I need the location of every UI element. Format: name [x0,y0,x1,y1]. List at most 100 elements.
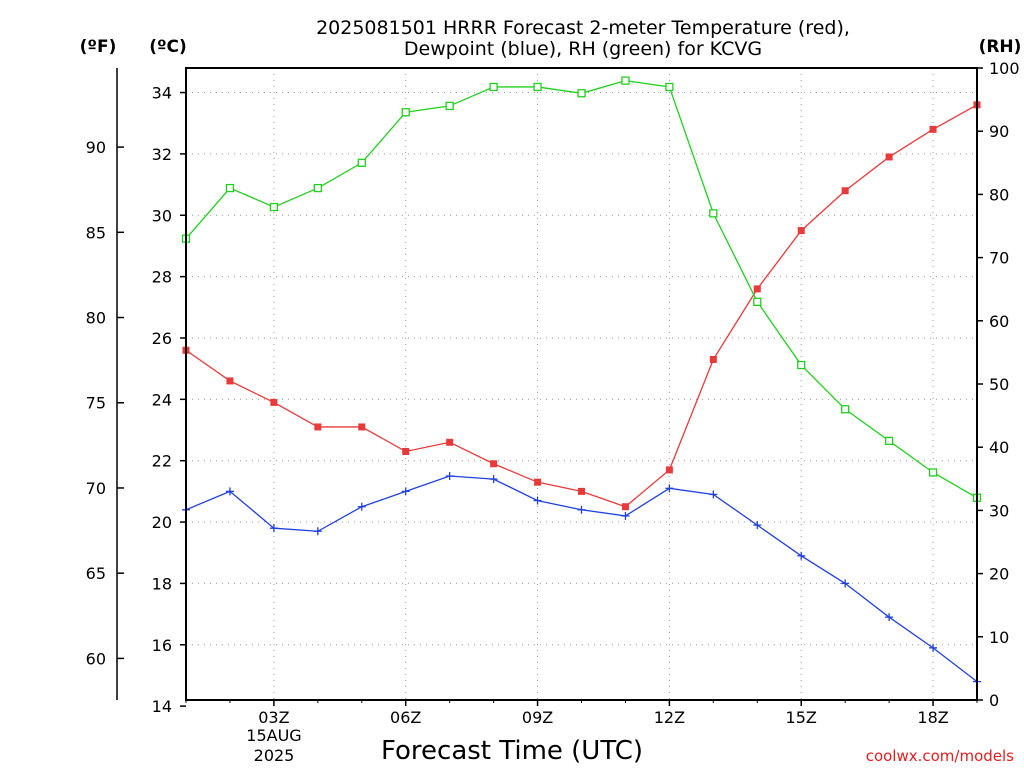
rh-tick-label: 60 [989,312,1009,331]
fahrenheit-tick-label: 75 [86,394,106,413]
rh-tick-label: 80 [989,185,1009,204]
celsius-tick-label: 26 [152,329,172,348]
date-label-day: 15AUG [246,726,301,745]
dewpoint-point [841,579,850,588]
rh-tick-label: 0 [989,691,999,710]
x-tick-label: 12Z [654,708,685,727]
fahrenheit-tick-label: 90 [86,138,106,157]
dewpoint-point [885,613,894,622]
celsius-tick-label: 24 [152,390,172,409]
dewpoint-point [665,484,674,493]
credit-label: coolwx.com/models [866,747,1014,765]
fahrenheit-tick-label: 85 [86,223,106,242]
grid [186,68,977,700]
fahrenheit-tick-label: 70 [86,479,106,498]
dewpoint-point [753,521,762,530]
dewpoint-point [357,502,366,511]
celsius-tick-label: 14 [152,697,172,716]
fahrenheit-tick-label: 60 [86,649,106,668]
rh-point [665,82,674,92]
fahrenheit-tick-label: 65 [86,564,106,583]
rh-point [753,297,762,306]
fahrenheit-tick-label: 80 [86,309,106,328]
celsius-unit-label: (ºC) [149,37,187,57]
x-tick-label: 15Z [786,708,817,727]
rh-point [401,108,410,117]
rh-point [797,360,806,370]
dewpoint-point [269,524,278,533]
temperature-point [797,227,805,235]
dewpoint-point [621,511,630,520]
dewpoint-point [709,490,718,499]
dewpoint-point [225,487,234,496]
temperature-point [885,153,893,161]
celsius-tick-label: 22 [152,452,172,471]
rh-point [313,183,322,193]
rh-tick-label: 10 [989,628,1009,647]
chart-title-line-1: 2025081501 HRRR Forecast 2-meter Tempera… [316,17,850,39]
x-tick-label: 03Z [258,708,289,727]
dewpoint-point [489,475,498,484]
temperature-point [578,487,585,495]
fahrenheit-unit-label: (ºF) [80,37,117,57]
celsius-tick-label: 18 [152,574,172,593]
rh-point [357,158,366,167]
temperature-point [270,398,278,406]
chart-title-line-2: Dewpoint (blue), RH (green) for KCVG [404,38,762,60]
temperature-point [314,423,322,431]
rh-point [269,202,279,212]
rh-point [445,101,454,111]
temperature-point [753,285,761,293]
temperature-point [490,460,498,468]
rh-point [928,468,938,477]
temperature-point [621,503,629,511]
rh-tick-label: 100 [989,59,1020,78]
celsius-tick-label: 30 [152,206,172,225]
rh-point [841,405,850,414]
celsius-tick-label: 20 [152,513,172,532]
rh-line [185,79,978,499]
rh-unit-label: (RH) [979,37,1022,57]
rh-tick-label: 20 [989,565,1009,584]
rh-point [533,82,542,92]
dewpoint-point [577,505,586,514]
axes: 14 16 18 20 22 24 26 28 30 32 34 03Z 06Z 09Z 12Z 15Z 18Z… [86,59,1020,727]
celsius-tick-label: 32 [152,145,172,164]
temperature-point [665,466,673,474]
rh-tick-label: 40 [989,438,1009,457]
x-tick-label: 18Z [917,708,948,727]
celsius-tick-label: 16 [152,636,172,655]
dewpoint-point [533,496,542,505]
temperature-point [929,125,937,133]
temperature-line [185,104,978,508]
rh-point [709,209,718,218]
rh-tick-label: 50 [989,375,1009,394]
rh-point [489,82,498,92]
temperature-point [226,377,234,385]
dewpoint-point [445,472,454,481]
dewpoint-point [313,527,322,536]
rh-point [577,89,586,98]
dewpoint-point [797,551,806,560]
series [181,76,982,686]
rh-tick-label: 70 [989,249,1009,268]
dewpoint-point [401,487,410,496]
temperature-point [358,423,366,431]
rh-tick-label: 30 [989,501,1009,520]
rh-point [225,183,235,193]
rh-point [884,436,894,446]
date-label-year: 2025 [254,746,295,765]
temperature-point [709,355,717,363]
temperature-point [534,478,542,486]
celsius-tick-label: 34 [152,84,172,103]
temperature-point [446,438,454,446]
x-axis-title: Forecast Time (UTC) [381,736,643,766]
plot-frame [185,67,978,701]
temperature-point [402,447,410,455]
temperature-point [841,187,849,195]
rh-tick-label: 90 [989,122,1009,141]
rh-point [621,76,630,85]
celsius-tick-label: 28 [152,268,172,287]
x-tick-label: 09Z [522,708,553,727]
